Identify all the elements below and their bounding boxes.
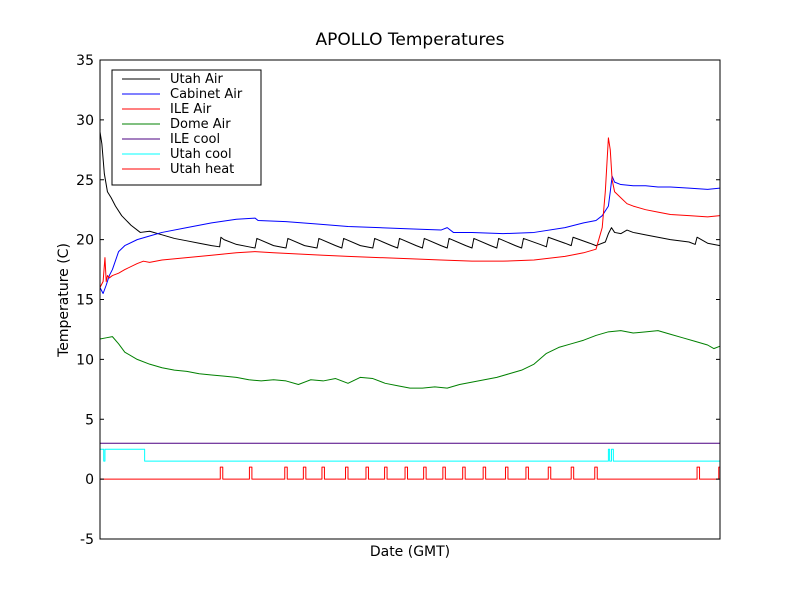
series-line-cabinet-air <box>99 175 721 295</box>
legend-label: Utah Air <box>170 72 223 87</box>
x-axis-label: Date (GMT) <box>370 544 450 560</box>
legend-label: Dome Air <box>170 117 231 132</box>
y-tick-label: 35 <box>76 53 94 69</box>
y-tick-label: 15 <box>76 293 94 309</box>
y-tick-label: 5 <box>85 412 94 428</box>
series-line-utah-heat <box>100 466 720 480</box>
y-tick-label: 0 <box>85 472 94 488</box>
legend-label: Utah heat <box>170 162 234 177</box>
y-tick-label: 20 <box>76 233 94 249</box>
series-line-ile-air <box>99 137 721 288</box>
series-layer <box>99 131 721 480</box>
legend-label: ILE Air <box>170 102 212 117</box>
y-tick-label: 30 <box>76 113 94 129</box>
series-line-utah-cool <box>100 448 720 462</box>
chart-title: APOLLO Temperatures <box>316 30 505 50</box>
y-tick-label: 25 <box>76 173 94 189</box>
legend-box <box>111 69 262 186</box>
legend-label: Cabinet Air <box>170 87 243 102</box>
legend-label: Utah cool <box>170 147 232 162</box>
y-tick-label: 10 <box>76 352 94 368</box>
series-line-dome-air <box>99 330 721 389</box>
y-tick-label: -5 <box>80 532 94 548</box>
series-line-utah-air <box>99 131 721 249</box>
y-axis-label: Temperature (C) <box>56 243 72 358</box>
y-axis: -5 0 5 10 15 20 25 30 35 <box>76 53 720 548</box>
legend-label: ILE cool <box>170 132 220 147</box>
